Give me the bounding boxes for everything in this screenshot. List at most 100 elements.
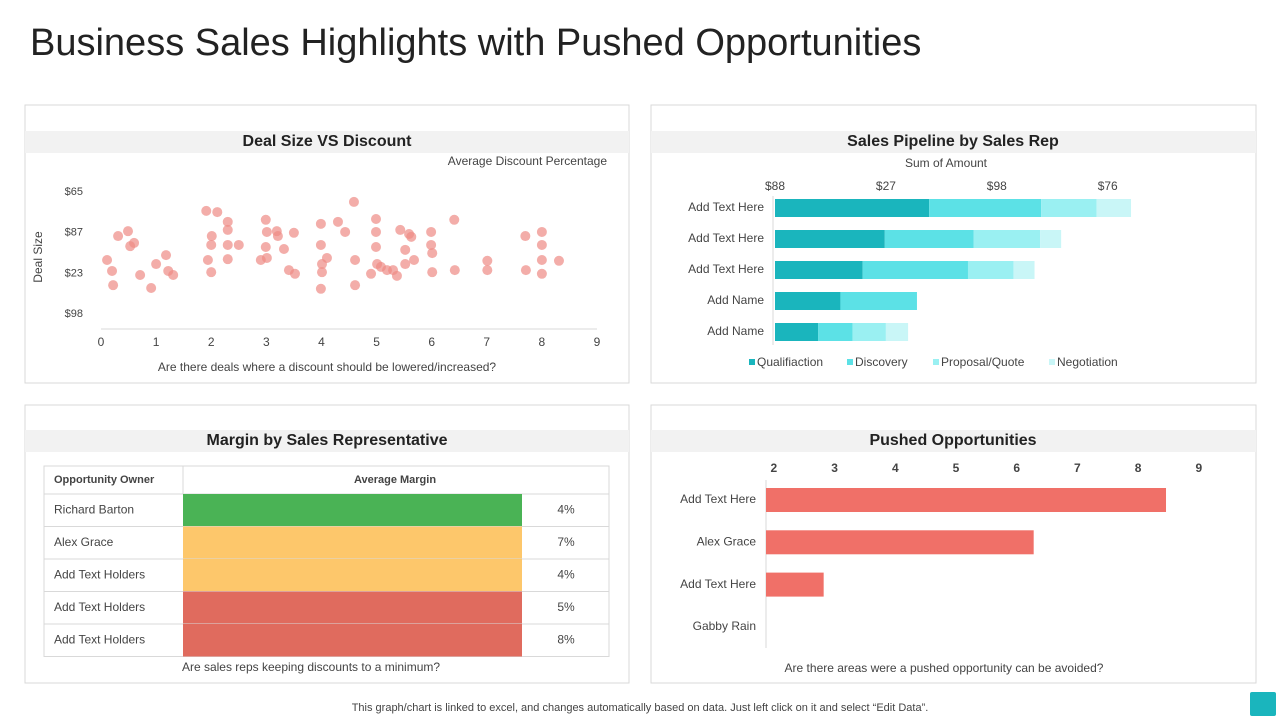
point <box>520 231 531 242</box>
table-cell: Alex Grace <box>54 535 114 549</box>
corner-icon <box>1250 692 1276 716</box>
point <box>222 224 233 235</box>
point <box>406 231 417 242</box>
table-cell: 4% <box>557 567 575 581</box>
chart-title: Sales Pipeline by Sales Rep <box>847 133 1059 150</box>
bar-segment <box>885 323 909 341</box>
point <box>123 226 134 237</box>
point <box>113 231 124 242</box>
x-tick-label: $27 <box>876 179 896 193</box>
x-tick-label: 9 <box>594 335 601 349</box>
x-axis-label: Are there deals where a discount should … <box>158 360 497 374</box>
y-tick-label: Alex Grace <box>697 534 757 548</box>
point <box>233 239 244 250</box>
point <box>350 280 361 291</box>
point <box>536 239 547 250</box>
point <box>350 254 361 265</box>
x-tick-label: $98 <box>987 179 1007 193</box>
bar <box>766 530 1034 555</box>
table-cell: Add Text Holders <box>54 632 145 646</box>
point <box>289 268 300 279</box>
bar-segment <box>862 261 968 279</box>
point <box>482 255 493 266</box>
point <box>315 283 326 294</box>
panel-header <box>25 430 629 452</box>
point <box>272 231 283 242</box>
point <box>278 244 289 255</box>
margin-cell <box>183 624 522 657</box>
point <box>482 265 493 276</box>
bar-segment <box>1040 230 1062 248</box>
table-cell: Add Text Holders <box>54 567 145 581</box>
legend-label: Proposal/Quote <box>941 355 1025 369</box>
x-tick-label: 3 <box>831 461 838 475</box>
footer: This graph/chart is linked to excel, and… <box>352 702 929 714</box>
point <box>371 213 382 224</box>
point <box>206 231 217 242</box>
y-tick-label: Gabby Rain <box>693 619 756 633</box>
x-tick-label: 5 <box>953 461 960 475</box>
table-caption: Are sales reps keeping discounts to a mi… <box>182 660 440 674</box>
y-tick-label: Add Text Here <box>688 231 764 245</box>
point <box>449 265 460 276</box>
x-tick-label: 4 <box>892 461 899 475</box>
point <box>206 239 217 250</box>
x-tick-label: 1 <box>153 335 160 349</box>
point <box>371 241 382 252</box>
bar-segment <box>884 230 974 248</box>
x-tick-label: $88 <box>765 179 785 193</box>
point <box>222 216 233 227</box>
bar-segment <box>840 292 917 310</box>
point <box>332 216 343 227</box>
panel-header <box>651 131 1256 153</box>
x-tick-label: 7 <box>483 335 490 349</box>
y-tick-label: $87 <box>65 227 83 239</box>
panel <box>24 104 630 384</box>
margin-cell <box>183 559 522 592</box>
point <box>536 254 547 265</box>
table-cell: Richard Barton <box>54 502 134 516</box>
margin-cell <box>183 494 522 527</box>
point <box>321 252 332 263</box>
bar-segment <box>852 323 886 341</box>
table-cell: 7% <box>557 535 575 549</box>
panel <box>24 404 630 684</box>
bar-segment <box>775 323 819 341</box>
point <box>427 267 438 278</box>
bar-segment <box>1013 261 1035 279</box>
x-tick-label: $76 <box>1098 179 1118 193</box>
point <box>536 268 547 279</box>
chart-title: Pushed Opportunities <box>869 432 1036 449</box>
point <box>315 218 326 229</box>
point <box>391 270 402 281</box>
bar-segment <box>775 230 885 248</box>
point <box>135 270 146 281</box>
bar-segment <box>818 323 853 341</box>
legend-label: Qualifiaction <box>757 355 823 369</box>
point <box>261 252 272 263</box>
bar-segment <box>775 261 863 279</box>
point <box>426 239 437 250</box>
point <box>426 226 437 237</box>
point <box>222 254 233 265</box>
point <box>409 254 420 265</box>
panel-header <box>651 430 1256 452</box>
point <box>366 268 377 279</box>
y-axis-label: Deal Size <box>31 231 45 283</box>
table-cell: 8% <box>557 632 575 646</box>
point <box>201 205 212 216</box>
legend-swatch <box>847 359 853 365</box>
legend-label: Negotiation <box>1057 355 1118 369</box>
bar-segment <box>775 292 841 310</box>
y-tick-label: $65 <box>65 186 83 198</box>
point <box>151 259 162 270</box>
page-title: Business Sales Highlights with Pushed Op… <box>30 22 921 64</box>
bar-segment <box>929 199 1042 217</box>
y-tick-label: $98 <box>65 308 83 320</box>
x-tick-label: 3 <box>263 335 270 349</box>
x-tick-label: 4 <box>318 335 325 349</box>
point <box>315 239 326 250</box>
point <box>202 254 213 265</box>
y-tick-label: Add Text Here <box>680 577 756 591</box>
